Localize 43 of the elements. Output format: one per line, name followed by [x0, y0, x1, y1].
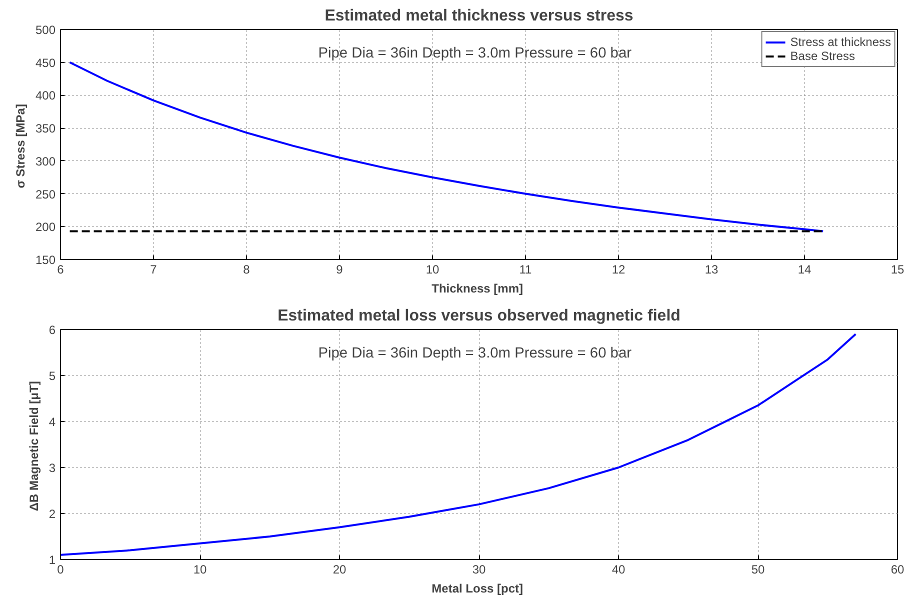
y-tick-label: 1	[48, 553, 56, 567]
line-series	[60, 333, 857, 556]
y-tick-label: 250	[35, 187, 56, 202]
y-tick-label: 150	[35, 253, 56, 267]
x-tick-label: 10	[426, 262, 440, 276]
y-tick-label: 400	[35, 88, 56, 103]
annotation: Pipe Dia = 36in Depth = 3.0m Pressure = 60 bar	[318, 346, 632, 362]
x-tick-label: 30	[472, 562, 486, 576]
x-tick-label: 50	[751, 562, 765, 576]
y-tick-label: 5	[48, 369, 56, 383]
legend-label: Base Stress	[790, 49, 855, 63]
x-tick-label: 60	[890, 562, 904, 576]
y-axis-title: σ Stress [MPa]	[13, 104, 28, 188]
y-tick-label: 4	[48, 415, 56, 429]
chart-title: Estimated metal loss versus observed magnetic field	[278, 308, 680, 324]
x-tick-label: 15	[890, 262, 904, 276]
x-tick-label: 7	[150, 262, 158, 276]
x-axis-title: Metal Loss [pct]	[432, 582, 524, 596]
y-tick-label: 2	[48, 507, 56, 521]
x-tick-label: 40	[612, 562, 626, 576]
x-tick-label: 14	[798, 262, 812, 276]
x-axis-title: Thickness [mm]	[432, 282, 524, 296]
annotation: Pipe Dia = 36in Depth = 3.0m Pressure = 60 bar	[318, 46, 632, 62]
y-tick-label: 450	[35, 56, 56, 70]
x-tick-label: 8	[243, 262, 250, 276]
y-tick-label: 300	[35, 154, 56, 168]
y-tick-label: 350	[35, 122, 56, 136]
x-tick-label: 12	[612, 262, 626, 276]
x-tick-label: 11	[519, 262, 532, 276]
legend-label: Stress at thickness	[790, 35, 891, 49]
x-tick-label: 20	[332, 562, 346, 576]
x-tick-label: 10	[193, 562, 207, 576]
y-tick-label: 6	[48, 323, 56, 337]
chart-title: Estimated metal thickness versus stress	[324, 8, 634, 24]
x-tick-label: 6	[57, 262, 64, 276]
x-tick-label: 9	[336, 262, 344, 276]
y-tick-label: 200	[35, 220, 56, 234]
x-tick-label: 13	[704, 262, 718, 276]
y-tick-label: 500	[35, 23, 56, 37]
y-tick-label: 3	[48, 461, 56, 475]
line-series	[68, 61, 824, 232]
x-tick-label: 0	[57, 562, 64, 576]
y-axis-title: ΔB Magnetic Field [μT]	[26, 381, 41, 512]
